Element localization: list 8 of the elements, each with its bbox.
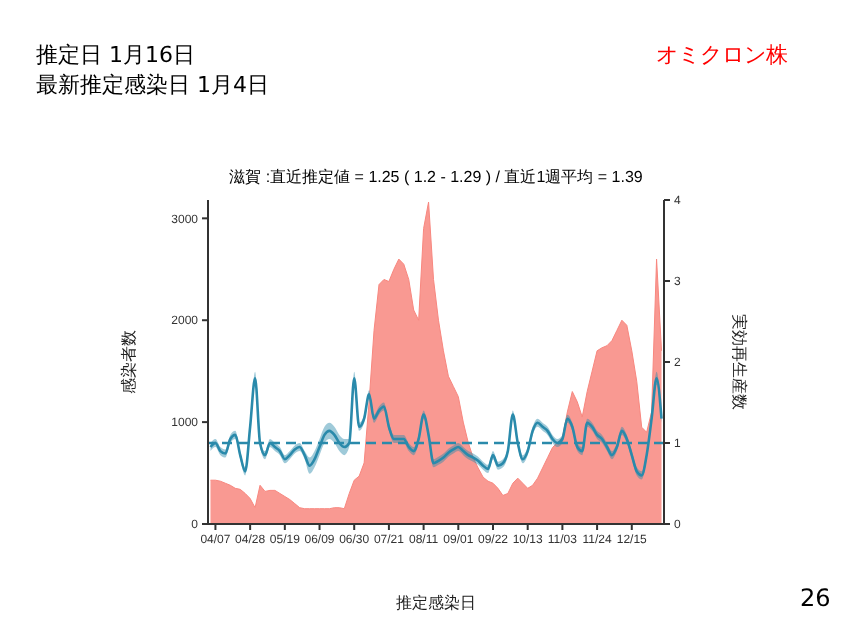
x-axis-title: 推定感染日 <box>396 594 476 612</box>
y2-axis-title: 実効再生産数 <box>730 314 749 410</box>
text: オミクロン株 <box>656 40 788 70</box>
text: 最新推定感染日 1月4日 <box>36 70 269 100</box>
text: 26 <box>800 584 831 612</box>
text: 推定日 1月16日 <box>36 40 195 70</box>
chart-title: 滋賀 :直近推定値 = 1.25 ( 1.2 - 1.29 ) / 直近1週平均 = 1.39 <box>227 166 645 188</box>
y-axis-title: 感染者数 <box>119 330 138 394</box>
